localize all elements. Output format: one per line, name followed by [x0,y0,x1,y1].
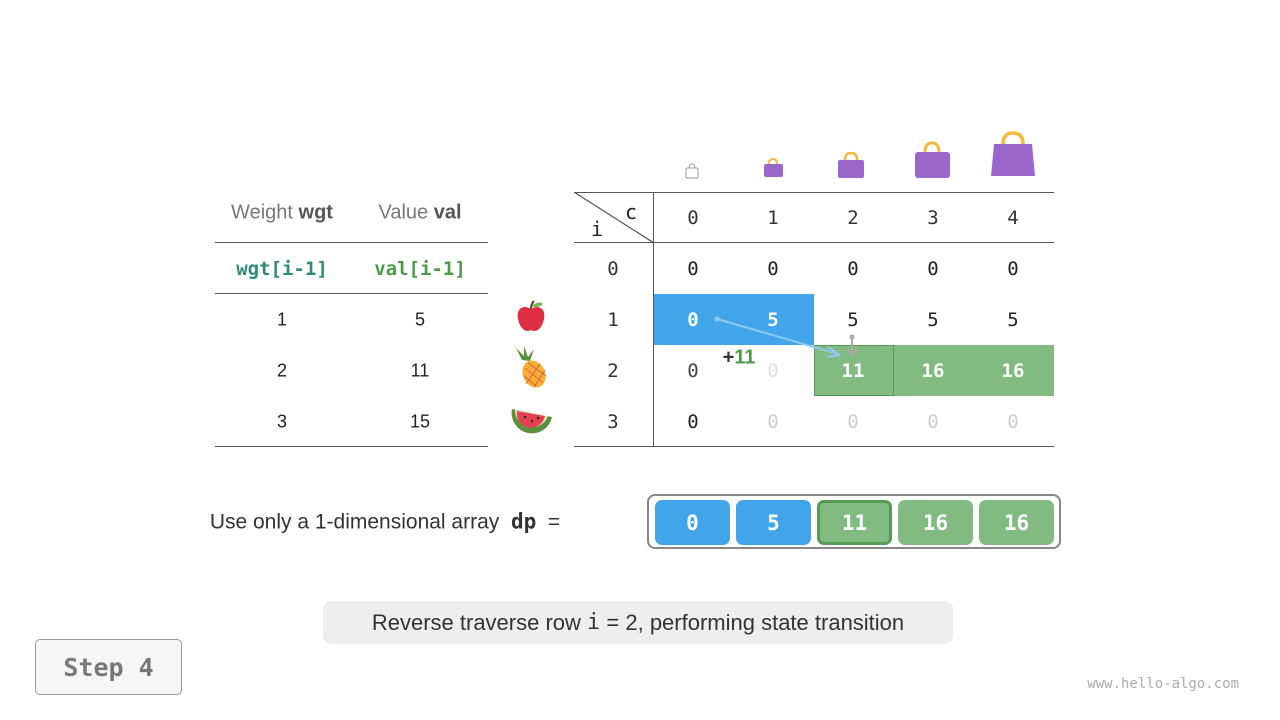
dp-array-frame [647,494,1061,549]
corner-i: i [590,217,604,241]
equals-sign: = [547,510,561,534]
dp-cell: 0 [687,360,699,382]
val-cell: 15 [409,411,431,432]
header-text: Weight [231,201,299,224]
bag-icon-2 [838,151,864,178]
dp-cell: 0 [927,411,939,433]
dp-cell: 5 [927,309,939,331]
dp-cell-current: 11 [817,500,892,545]
col-header: 2 [847,207,859,229]
col-header: 0 [687,207,699,229]
col-header: 4 [1007,207,1019,229]
header-bold: val [433,201,462,224]
wgt-cell: 3 [276,411,288,432]
bag-icon-4 [991,131,1035,176]
header-text: Value [378,201,434,224]
dp-cell: 0 [687,258,699,280]
val-subheader: val[i-1] [374,258,466,280]
highlight-prev-row [654,294,814,345]
wgt-cell: 2 [276,360,288,381]
dp-cell: 5 [736,500,811,545]
transition-annotation: +11 [723,347,756,370]
dp-cell: 0 [655,500,730,545]
dp-cell: 5 [1007,309,1019,331]
pineapple-icon [516,346,547,388]
bag-icon-3 [915,141,950,178]
row-header: 3 [607,411,619,433]
annotation-plus: + [722,346,735,369]
grid-top-line [574,192,1054,193]
dp-cell: 16 [921,360,945,382]
dp-cell: 11 [841,360,865,382]
wgt-cell: 1 [276,309,288,330]
corner-c: c [624,200,638,224]
caption-text: = 2, performing state transition [600,609,905,635]
wgt-subheader: wgt[i-1] [236,258,328,280]
col-header: 3 [927,207,939,229]
apple-icon [517,300,545,331]
dp-cell: 0 [847,258,859,280]
divider [215,446,488,447]
array-name: dp [510,509,537,534]
dp-cell: 5 [847,309,859,331]
dp-cell: 0 [767,360,779,382]
dp-cell: 0 [847,411,859,433]
grid-bottom-line [574,446,1054,447]
caption-code: i [587,610,601,635]
row-header: 0 [607,258,619,280]
dp-cell: 16 [1001,360,1025,382]
highlight-updated [894,345,1054,396]
empty-bag-icon [685,163,699,179]
row-header: 1 [607,309,619,331]
watermelon-icon [511,409,552,434]
weight-header: Weight wgt [231,202,333,225]
caption: Reverse traverse row i = 2, performing s… [323,601,953,644]
dp-cell: 0 [927,258,939,280]
dp-cell: 0 [767,411,779,433]
watermark: www.hello-algo.com [1087,676,1239,692]
dp-cell: 0 [1007,258,1019,280]
header-bold: wgt [298,201,333,224]
grid-vertical-line [653,192,654,446]
dp-cell: 16 [898,500,973,545]
annotation-value: 11 [734,346,756,369]
dp-cell: 5 [767,309,779,331]
corner-diagonal [574,192,654,243]
dp-cell: 16 [979,500,1054,545]
val-cell: 5 [414,309,426,330]
step-indicator: Step 4 [35,639,182,695]
divider [215,242,488,243]
divider [215,293,488,294]
dp-cell: 0 [687,309,699,331]
caption-text: Reverse traverse row [371,609,588,635]
dp-cell: 0 [1007,411,1019,433]
col-header: 1 [767,207,779,229]
grid-header-line [574,242,1054,243]
bag-icon-1 [764,157,783,177]
array-label: Use only a 1-dimensional array dp = [210,510,560,535]
dp-cell: 0 [767,258,779,280]
value-header: Value val [378,202,461,225]
row-header: 2 [607,360,619,382]
dp-cell: 0 [687,411,699,433]
array-label-text: Use only a 1-dimensional array [209,510,500,534]
val-cell: 11 [410,360,430,381]
